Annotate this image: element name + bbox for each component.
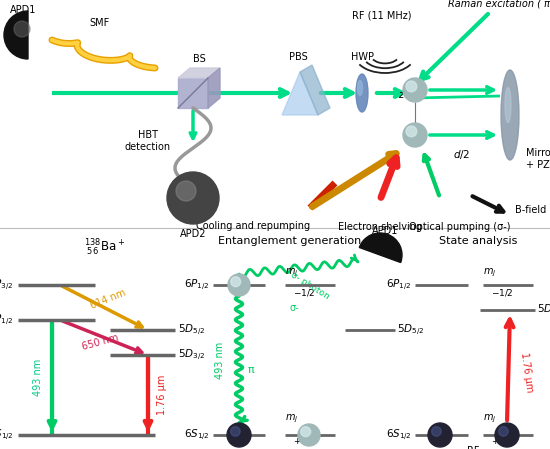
Text: RF: RF bbox=[467, 446, 479, 449]
Text: $6S_{1/2}$: $6S_{1/2}$ bbox=[0, 427, 14, 443]
Text: 1.76 μm: 1.76 μm bbox=[519, 351, 535, 393]
Text: $6P_{3/2}$: $6P_{3/2}$ bbox=[0, 277, 14, 293]
Circle shape bbox=[406, 81, 417, 92]
Polygon shape bbox=[208, 68, 220, 108]
Text: π: π bbox=[248, 365, 255, 375]
Text: HBT
detection: HBT detection bbox=[125, 130, 171, 152]
Text: σ-: σ- bbox=[290, 303, 300, 313]
Text: BS: BS bbox=[192, 54, 205, 64]
Circle shape bbox=[14, 21, 30, 37]
Text: RF (11 MHz): RF (11 MHz) bbox=[352, 10, 412, 20]
Text: 650 nm: 650 nm bbox=[81, 332, 119, 352]
Text: $+1/2$: $+1/2$ bbox=[491, 435, 514, 445]
Text: $-1/2$: $-1/2$ bbox=[293, 446, 316, 449]
Text: $d/2$: $d/2$ bbox=[453, 148, 471, 161]
Text: $m_j$: $m_j$ bbox=[285, 413, 298, 425]
Text: APD1: APD1 bbox=[372, 226, 398, 236]
Text: 493 nm: 493 nm bbox=[33, 358, 43, 396]
Text: Electron shelving: Electron shelving bbox=[338, 222, 422, 232]
Text: $6P_{1/2}$: $6P_{1/2}$ bbox=[184, 277, 210, 293]
Text: $6S_{1/2}$: $6S_{1/2}$ bbox=[386, 427, 412, 443]
Text: $-1/2$: $-1/2$ bbox=[293, 287, 316, 299]
Text: $m_j$: $m_j$ bbox=[483, 267, 496, 279]
Circle shape bbox=[228, 274, 250, 296]
Text: APD1: APD1 bbox=[10, 5, 36, 15]
Circle shape bbox=[301, 427, 311, 436]
Circle shape bbox=[298, 424, 320, 446]
Circle shape bbox=[428, 423, 452, 447]
Text: State analysis: State analysis bbox=[439, 236, 517, 246]
Text: SMF: SMF bbox=[90, 18, 110, 28]
Circle shape bbox=[432, 427, 441, 436]
Text: Raman excitation ( π ): Raman excitation ( π ) bbox=[448, 0, 550, 8]
Text: $6P_{1/2}$: $6P_{1/2}$ bbox=[387, 277, 412, 293]
Text: z: z bbox=[398, 90, 404, 100]
Text: $^{138}_{\ 56}$Ba$^+$: $^{138}_{\ 56}$Ba$^+$ bbox=[84, 238, 125, 258]
Text: 614 nm: 614 nm bbox=[89, 287, 127, 311]
Text: $6S_{1/2}$: $6S_{1/2}$ bbox=[184, 427, 210, 443]
Text: $5D_{5/2}$: $5D_{5/2}$ bbox=[178, 322, 205, 338]
Ellipse shape bbox=[358, 80, 362, 96]
Text: 1.76 μm: 1.76 μm bbox=[157, 375, 167, 415]
Text: $5D_{3/2}$: $5D_{3/2}$ bbox=[178, 348, 205, 362]
Circle shape bbox=[403, 78, 427, 102]
Ellipse shape bbox=[505, 88, 511, 123]
Text: 493 nm: 493 nm bbox=[215, 341, 225, 379]
Ellipse shape bbox=[501, 70, 519, 160]
Text: $-1/2$: $-1/2$ bbox=[491, 287, 514, 299]
Text: σ- photon: σ- photon bbox=[289, 270, 331, 301]
Text: $+1/2$: $+1/2$ bbox=[293, 435, 316, 445]
Text: $6P_{1/2}$: $6P_{1/2}$ bbox=[0, 313, 14, 328]
Polygon shape bbox=[178, 78, 208, 108]
Text: PBS: PBS bbox=[289, 52, 307, 62]
Text: Entanglement generation: Entanglement generation bbox=[218, 236, 362, 246]
Ellipse shape bbox=[356, 74, 368, 112]
Circle shape bbox=[227, 423, 251, 447]
Text: Mirror
+ PZT: Mirror + PZT bbox=[526, 148, 550, 170]
Text: HWP: HWP bbox=[350, 52, 373, 62]
Circle shape bbox=[176, 181, 196, 201]
Text: $m_j$: $m_j$ bbox=[483, 413, 496, 425]
Circle shape bbox=[403, 123, 427, 147]
Text: APD2: APD2 bbox=[180, 229, 206, 239]
Circle shape bbox=[231, 277, 241, 286]
Text: $-1/2$: $-1/2$ bbox=[491, 446, 514, 449]
Circle shape bbox=[406, 126, 417, 137]
Circle shape bbox=[230, 427, 240, 436]
Wedge shape bbox=[4, 11, 28, 59]
Polygon shape bbox=[300, 65, 330, 115]
Text: $5D_{5/2}$: $5D_{5/2}$ bbox=[397, 322, 424, 338]
Wedge shape bbox=[359, 233, 402, 263]
Text: Cooling and repumping: Cooling and repumping bbox=[196, 221, 310, 231]
Text: $m_j$: $m_j$ bbox=[285, 267, 298, 279]
Polygon shape bbox=[178, 68, 220, 78]
Text: B-field: B-field bbox=[515, 205, 546, 215]
Circle shape bbox=[495, 423, 519, 447]
Text: $5D_{5/2}$: $5D_{5/2}$ bbox=[537, 303, 550, 317]
Circle shape bbox=[499, 427, 508, 436]
Text: Optical pumping (σ-): Optical pumping (σ-) bbox=[409, 222, 511, 232]
Circle shape bbox=[167, 172, 219, 224]
Polygon shape bbox=[282, 72, 318, 115]
